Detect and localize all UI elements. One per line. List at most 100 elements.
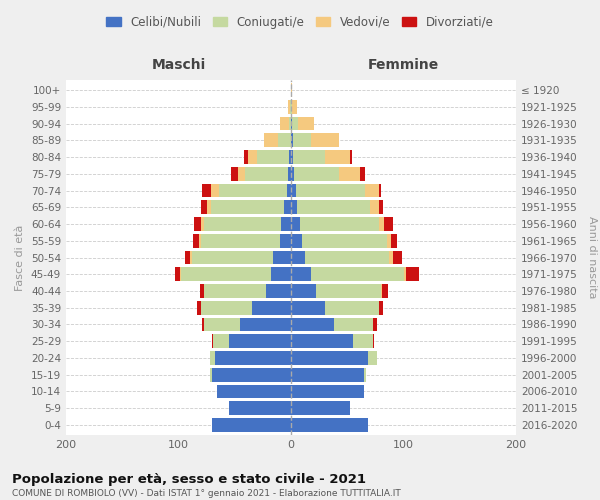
Bar: [291, 268, 311, 281]
Bar: [359, 167, 365, 180]
Bar: [325, 150, 349, 164]
Bar: [212, 334, 214, 348]
Bar: [364, 368, 367, 382]
Bar: [296, 200, 370, 214]
Bar: [238, 167, 245, 180]
Bar: [217, 384, 291, 398]
Bar: [293, 150, 325, 164]
Bar: [229, 402, 291, 415]
Bar: [241, 318, 291, 332]
Bar: [205, 217, 281, 231]
Bar: [201, 217, 205, 231]
Bar: [264, 134, 277, 147]
Bar: [334, 318, 373, 332]
Bar: [245, 167, 287, 180]
Bar: [206, 200, 211, 214]
Bar: [349, 150, 352, 164]
Bar: [200, 284, 205, 298]
Bar: [367, 351, 377, 365]
Bar: [353, 334, 373, 348]
Bar: [292, 100, 296, 114]
Bar: [373, 334, 374, 348]
Bar: [291, 200, 296, 214]
Bar: [394, 250, 403, 264]
Bar: [291, 134, 293, 147]
Bar: [291, 301, 325, 314]
Bar: [248, 150, 257, 164]
Bar: [300, 217, 379, 231]
Bar: [202, 184, 211, 198]
Y-axis label: Anni di nascita: Anni di nascita: [587, 216, 597, 298]
Bar: [298, 116, 314, 130]
Bar: [215, 351, 291, 365]
Bar: [291, 368, 364, 382]
Bar: [289, 150, 291, 164]
Bar: [291, 184, 296, 198]
Bar: [291, 334, 353, 348]
Bar: [340, 167, 359, 180]
Bar: [197, 301, 201, 314]
Bar: [386, 234, 391, 247]
Bar: [293, 134, 311, 147]
Bar: [214, 334, 229, 348]
Bar: [291, 167, 295, 180]
Bar: [311, 134, 340, 147]
Bar: [271, 268, 291, 281]
Text: Popolazione per età, sesso e stato civile - 2021: Popolazione per età, sesso e stato civil…: [12, 472, 366, 486]
Bar: [212, 368, 291, 382]
Bar: [391, 234, 397, 247]
Bar: [280, 116, 289, 130]
Bar: [291, 234, 302, 247]
Bar: [205, 318, 241, 332]
Bar: [292, 116, 298, 130]
Bar: [201, 301, 251, 314]
Bar: [266, 284, 291, 298]
Bar: [291, 318, 334, 332]
Bar: [251, 301, 291, 314]
Bar: [289, 116, 291, 130]
Bar: [273, 250, 291, 264]
Bar: [291, 402, 349, 415]
Bar: [385, 217, 394, 231]
Bar: [190, 250, 192, 264]
Bar: [192, 250, 273, 264]
Bar: [287, 167, 291, 180]
Bar: [291, 217, 300, 231]
Bar: [229, 334, 291, 348]
Legend: Celibi/Nubili, Coniugati/e, Vedovi/e, Divorziati/e: Celibi/Nubili, Coniugati/e, Vedovi/e, Di…: [101, 11, 499, 34]
Bar: [291, 351, 367, 365]
Bar: [193, 234, 199, 247]
Bar: [291, 150, 293, 164]
Bar: [325, 301, 379, 314]
Y-axis label: Fasce di età: Fasce di età: [16, 224, 25, 290]
Bar: [382, 284, 388, 298]
Bar: [210, 368, 212, 382]
Bar: [257, 150, 289, 164]
Text: Maschi: Maschi: [151, 58, 206, 72]
Bar: [201, 234, 280, 247]
Bar: [244, 150, 248, 164]
Bar: [370, 200, 379, 214]
Bar: [389, 250, 394, 264]
Bar: [211, 200, 284, 214]
Bar: [379, 217, 385, 231]
Bar: [291, 100, 292, 114]
Bar: [291, 83, 292, 97]
Bar: [406, 268, 419, 281]
Bar: [295, 167, 340, 180]
Bar: [311, 268, 404, 281]
Bar: [194, 217, 201, 231]
Bar: [316, 284, 381, 298]
Bar: [199, 234, 201, 247]
Bar: [212, 418, 291, 432]
Bar: [179, 268, 181, 281]
Bar: [281, 217, 291, 231]
Bar: [287, 184, 291, 198]
Bar: [219, 184, 287, 198]
Bar: [211, 184, 219, 198]
Bar: [404, 268, 406, 281]
Bar: [296, 184, 365, 198]
Bar: [379, 184, 381, 198]
Bar: [291, 384, 364, 398]
Text: COMUNE DI ROMBIOLO (VV) - Dati ISTAT 1° gennaio 2021 - Elaborazione TUTTITALIA.I: COMUNE DI ROMBIOLO (VV) - Dati ISTAT 1° …: [12, 489, 401, 498]
